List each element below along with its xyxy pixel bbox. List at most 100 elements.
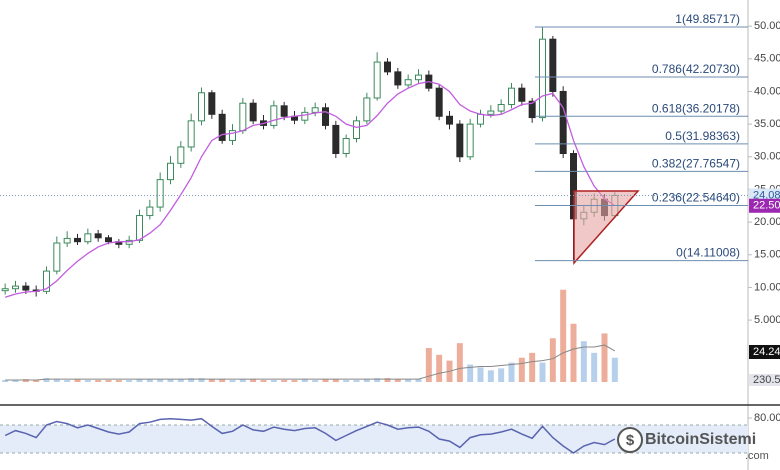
- overlay: 1(49.85717) 0.786(42.20730) 0.618(36.20178…: [0, 12, 780, 454]
- volume-bar: [591, 352, 598, 382]
- volume-bar: [363, 379, 370, 382]
- volume-bar: [498, 368, 505, 382]
- candle-body: [322, 107, 329, 126]
- candle-body: [342, 137, 350, 155]
- candle-body: [218, 113, 226, 141]
- volume-bar: [115, 380, 122, 382]
- volume-bar: [384, 378, 391, 382]
- rsi-tick-label: 80.00: [754, 412, 780, 424]
- volume-bar: [64, 380, 71, 382]
- candle-body: [528, 100, 536, 119]
- volume-bar: [95, 380, 102, 382]
- candle-body: [363, 97, 371, 122]
- volume-bar: [518, 357, 525, 382]
- volume-bar: [136, 379, 143, 382]
- candle-body: [43, 270, 50, 292]
- candle-body: [311, 107, 319, 113]
- candle-body: [146, 206, 154, 217]
- triangle-pattern: [573, 190, 640, 265]
- volume-bar: [560, 289, 567, 382]
- watermark-icon-glyph: $: [626, 432, 635, 449]
- candle-body: [125, 239, 133, 245]
- candle-body: [280, 105, 288, 117]
- candle-body: [12, 285, 19, 290]
- volume-bar: [126, 380, 133, 382]
- last-price-label: 24.08: [753, 189, 780, 201]
- volume-bar: [322, 379, 329, 382]
- fib-label: 0.618(36.20178): [652, 101, 740, 115]
- y-tick-label: 10.00: [754, 281, 780, 293]
- candle-body: [1, 288, 9, 292]
- volume-bar: [146, 379, 153, 382]
- volume-bar: [239, 379, 246, 382]
- volume-bar: [529, 352, 536, 382]
- candle-body: [177, 146, 185, 164]
- candle-body: [136, 215, 143, 241]
- volume-bar: [405, 379, 412, 382]
- candle-body: [497, 104, 505, 112]
- volume-bar: [229, 380, 236, 382]
- volume-bar: [105, 380, 112, 382]
- candle-body: [508, 87, 515, 106]
- watermark: $ BitcoinSistemi .com: [617, 427, 769, 462]
- price-panel: 50.0045.0040.0035.0030.0025.0020.0015.00…: [1, 20, 780, 382]
- volume-label: 24.24: [753, 346, 780, 358]
- volume-bar: [456, 343, 463, 382]
- volume-bar: [611, 357, 618, 382]
- candle-body: [63, 237, 71, 244]
- ma-badge: [749, 198, 780, 213]
- candle-body: [94, 233, 102, 239]
- candle-body: [394, 71, 402, 86]
- candle-body: [559, 90, 567, 155]
- candle-body: [435, 87, 443, 117]
- volume-bar: [343, 380, 350, 382]
- candle-body: [477, 113, 484, 125]
- volume-badge: [749, 374, 780, 386]
- volume-ma-line: [5, 344, 616, 381]
- candle-body: [208, 92, 216, 115]
- candle-body: [270, 105, 278, 126]
- volume-bar: [157, 379, 164, 382]
- candle-body: [22, 285, 30, 291]
- candle-body: [249, 102, 257, 122]
- volume-label: 230.5: [753, 374, 780, 386]
- ma-line: [4, 80, 616, 298]
- ma-label: 22.50: [753, 200, 780, 212]
- candle-body: [105, 237, 112, 243]
- volume-bar: [84, 380, 91, 382]
- volume-bar: [2, 380, 9, 382]
- candle-body: [187, 120, 195, 148]
- candle-body: [156, 179, 164, 208]
- candle-body: [167, 162, 174, 181]
- candle-body: [239, 102, 247, 132]
- volume-bar: [53, 379, 60, 382]
- volume-bar: [487, 370, 494, 382]
- volume-bar: [167, 379, 174, 382]
- y-tick-label: 40.00: [754, 85, 780, 97]
- volume-badge: [749, 345, 780, 359]
- volume-bar: [353, 380, 360, 382]
- watermark-name: BitcoinSistemi: [645, 431, 756, 448]
- volume-bar: [467, 364, 474, 382]
- fib-label: 0.236(22.54640): [652, 191, 740, 205]
- candle-body: [404, 79, 412, 86]
- volume-bar: [332, 379, 339, 382]
- volume-bar: [570, 323, 577, 382]
- volume-bar: [539, 362, 546, 382]
- y-tick-label: 20.00: [754, 216, 780, 228]
- volume-bar: [177, 379, 184, 382]
- volume-bar: [74, 379, 81, 382]
- rsi-line: [4, 417, 616, 454]
- volume-bar: [43, 378, 50, 382]
- y-tick-label: 30.00: [754, 151, 780, 163]
- watermark-domain: .com: [745, 450, 769, 462]
- fib-label: 0.5(31.98363): [665, 129, 740, 143]
- candle-body: [353, 120, 360, 139]
- candle-body: [198, 92, 205, 122]
- y-tick-label: 45.00: [754, 53, 780, 65]
- y-tick-label: 35.00: [754, 118, 780, 130]
- volume-bar: [508, 362, 515, 382]
- volume-bar: [374, 378, 381, 382]
